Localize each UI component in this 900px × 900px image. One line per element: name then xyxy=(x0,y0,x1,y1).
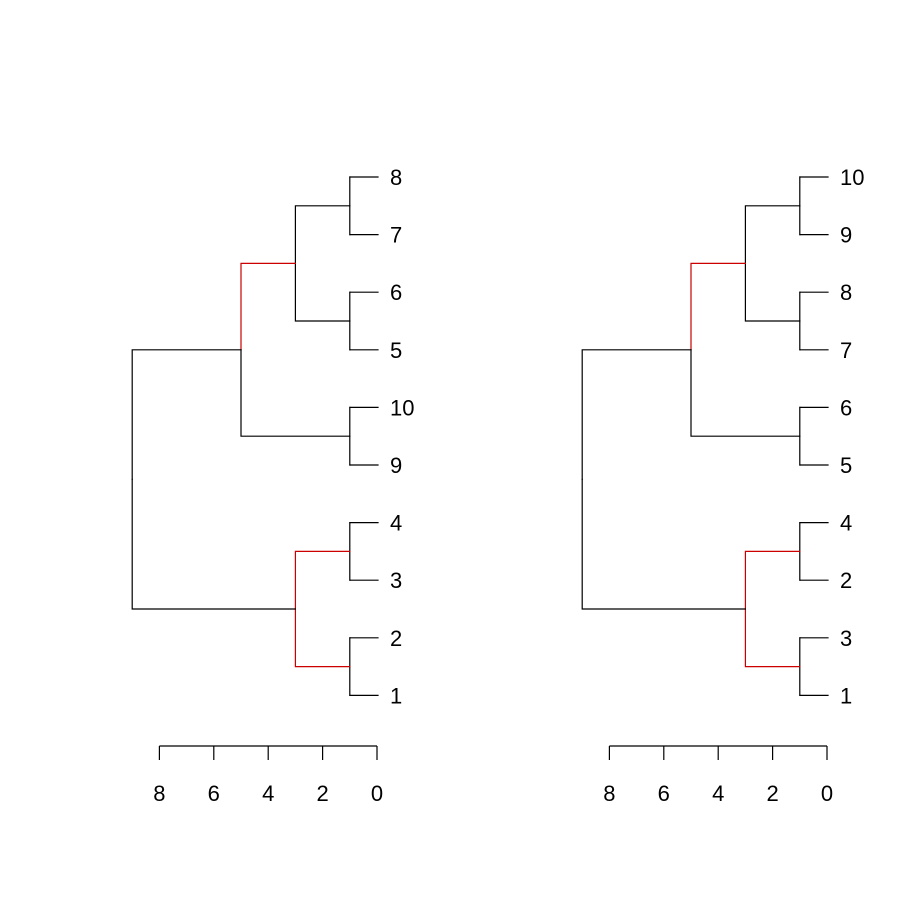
leaf-label: 7 xyxy=(390,223,402,248)
leaf-label: 5 xyxy=(390,338,402,363)
branch-root-e xyxy=(131,349,242,480)
leaf-label: 1 xyxy=(390,683,402,708)
leaf-label: 3 xyxy=(840,626,852,651)
leaf-label: 10 xyxy=(390,395,414,420)
leaf-label: 2 xyxy=(840,568,852,593)
leaf-label: 9 xyxy=(390,453,402,478)
branch-e-c xyxy=(690,262,746,351)
leaf-label: 5 xyxy=(840,453,852,478)
axis-tick-label: 4 xyxy=(712,781,724,806)
axis-tick-label: 2 xyxy=(316,781,328,806)
leaf-label: 4 xyxy=(390,511,402,536)
branch-c-a xyxy=(294,205,351,264)
leaf-label: 6 xyxy=(390,280,402,305)
branch-h-f xyxy=(744,550,801,610)
axis-tick-label: 0 xyxy=(821,781,833,806)
leaf-label: 10 xyxy=(840,165,864,190)
branch-h-g xyxy=(744,608,801,668)
leaf-label: 1 xyxy=(840,683,852,708)
right-dendrogram: 10 9 8 7 6 5 4 2 3 1 8 6 4 2 0 xyxy=(581,165,864,806)
axis-tick-label: 6 xyxy=(208,781,220,806)
axis-tick-label: 6 xyxy=(658,781,670,806)
axis-tick-label: 2 xyxy=(766,781,778,806)
leaf-label: 9 xyxy=(840,223,852,248)
branch-h-g xyxy=(294,608,351,668)
axis-tick-label: 0 xyxy=(371,781,383,806)
axis-tick-label: 8 xyxy=(153,781,165,806)
left-dendrogram: 8 7 6 5 10 9 4 3 2 1 8 6 4 2 0 xyxy=(131,165,414,806)
branch-c-b xyxy=(294,262,351,322)
branch-e-c xyxy=(240,262,296,351)
leaf-label: 8 xyxy=(390,165,402,190)
branch-c-a xyxy=(744,205,801,264)
branch-c-b xyxy=(744,262,801,322)
branch-e-d xyxy=(690,349,801,437)
leaf-label: 8 xyxy=(840,280,852,305)
leaf-label: 2 xyxy=(390,626,402,651)
branch-root-h xyxy=(581,478,746,610)
axis-tick-label: 8 xyxy=(603,781,615,806)
branch-root-h xyxy=(131,478,296,610)
branch-e-d xyxy=(240,349,351,437)
leaf-label: 4 xyxy=(840,511,852,536)
axis-tick-label: 4 xyxy=(262,781,274,806)
leaf-label: 3 xyxy=(390,568,402,593)
branch-root-e xyxy=(581,349,692,480)
leaf-label: 7 xyxy=(840,338,852,363)
branch-h-f xyxy=(294,550,351,610)
leaf-label: 6 xyxy=(840,395,852,420)
